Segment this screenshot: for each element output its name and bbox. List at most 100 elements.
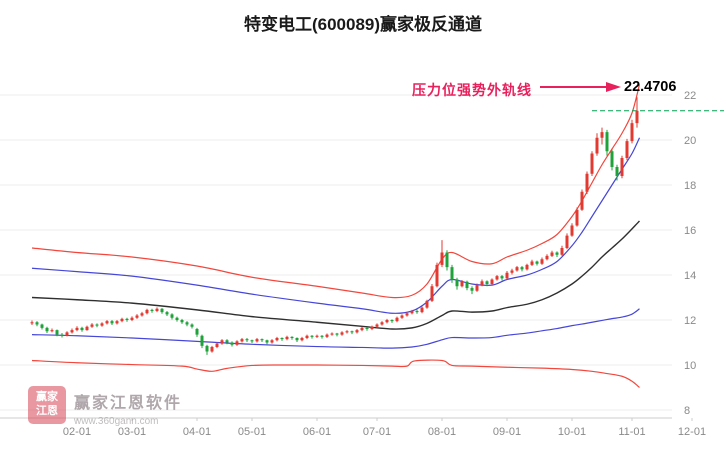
x-tick-label: 05-01 <box>238 426 266 438</box>
candle-body <box>165 312 169 315</box>
candle-body <box>505 272 509 279</box>
candle-body <box>310 335 314 337</box>
candle-body <box>530 261 534 265</box>
candle-body <box>605 132 609 152</box>
pressure-line-label: 压力位强势外轨线 <box>412 82 532 98</box>
candle-body <box>265 340 269 343</box>
candle-body <box>625 141 629 158</box>
channel-line-strong-inner <box>31 137 641 314</box>
candle-body <box>285 336 289 340</box>
candle-body <box>480 281 484 286</box>
candle-body <box>520 267 524 270</box>
watermark-logo-text-2: 江恩 <box>36 405 58 417</box>
watermark-logo-text-1: 赢家 <box>36 391 58 404</box>
candle-body <box>495 276 499 280</box>
candle-body <box>485 281 489 284</box>
candle-body <box>635 110 639 124</box>
candle-body <box>245 339 249 341</box>
candle-body <box>440 252 444 265</box>
candle-body <box>320 335 324 337</box>
candle-body <box>595 137 599 154</box>
candle-body <box>155 308 159 311</box>
candle-body <box>555 252 559 255</box>
candle-body <box>85 326 89 331</box>
candle-body <box>355 330 359 333</box>
candle-body <box>525 264 529 270</box>
candle-body <box>40 324 44 328</box>
candle-body <box>620 158 624 176</box>
candle-body <box>350 331 354 333</box>
channel-line-weak-inner <box>31 308 640 349</box>
candle-body <box>100 323 104 326</box>
candle-body <box>630 123 634 142</box>
candle-body <box>305 335 309 338</box>
candle-body <box>400 315 404 318</box>
candle-body <box>115 321 119 324</box>
x-tick-label: 03-01 <box>118 426 146 438</box>
candle-body <box>395 317 399 322</box>
candle-body <box>280 338 284 340</box>
candle-body <box>255 339 259 342</box>
watermark-brand: 赢家江恩软件 <box>74 395 183 412</box>
y-tick-label: 22 <box>684 90 696 102</box>
candle-body <box>60 334 64 336</box>
candle-body <box>250 340 254 342</box>
chart-title: 特变电工(600089)赢家极反通道 <box>243 15 483 34</box>
x-tick-label: 06-01 <box>303 426 331 438</box>
candle-body <box>410 311 414 314</box>
candle-body <box>445 252 449 268</box>
candle-body <box>275 338 279 341</box>
candle-body <box>150 309 154 311</box>
pressure-arrow-head <box>606 82 621 92</box>
candle-body <box>460 281 464 287</box>
watermark-text: 赢家江恩软件 www.360gann.com <box>74 389 182 427</box>
candle-body <box>450 267 454 280</box>
candle-body <box>70 330 74 333</box>
candle-body <box>385 320 389 323</box>
candle-body <box>270 340 274 343</box>
candle-body <box>110 321 114 324</box>
candle-body <box>35 322 39 325</box>
candle-body <box>535 261 539 264</box>
candle-body <box>125 318 129 320</box>
candle-body <box>455 279 459 287</box>
candle-body <box>420 307 424 313</box>
candle-body <box>45 327 49 332</box>
channel-line-weak-outer <box>31 359 640 388</box>
candle-body <box>340 332 344 335</box>
y-tick-label: 12 <box>684 315 696 327</box>
pressure-annotation-arrow <box>540 82 621 92</box>
x-tick-label: 04-01 <box>183 426 211 438</box>
candle-body <box>140 313 144 316</box>
candle-body <box>540 259 544 264</box>
candle-body <box>405 313 409 316</box>
candle-body <box>500 276 504 279</box>
candle-body <box>135 315 139 318</box>
candle-body <box>90 324 94 327</box>
x-tick-label: 09-01 <box>493 426 521 438</box>
candle-body <box>380 322 384 325</box>
candle-body <box>65 332 69 336</box>
candle-body <box>80 327 84 331</box>
candle-body <box>470 288 474 291</box>
candle-body <box>580 191 584 210</box>
y-tick-label: 10 <box>684 360 696 372</box>
candle-body <box>590 153 594 174</box>
candle-body <box>95 324 99 326</box>
candle-body <box>345 331 349 333</box>
y-tick-label: 18 <box>684 180 696 192</box>
candle-body <box>180 320 184 323</box>
candle-body <box>205 345 209 352</box>
candle-body <box>475 285 479 291</box>
candle-body <box>515 267 519 271</box>
candle-body <box>570 225 574 236</box>
candle-body <box>185 322 189 325</box>
candle-body <box>390 320 394 322</box>
candle-body <box>300 338 304 341</box>
candle-body <box>565 235 569 248</box>
pressure-line-value: 22.4706 <box>624 79 677 95</box>
candle-body <box>295 338 299 341</box>
candle-body <box>370 326 374 329</box>
